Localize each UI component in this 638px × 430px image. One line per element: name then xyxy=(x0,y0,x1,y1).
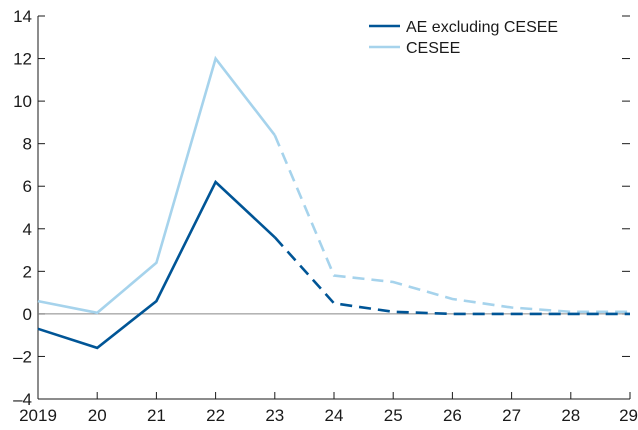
y-tick-label: 6 xyxy=(23,177,32,196)
y-tick-label: 12 xyxy=(13,50,32,69)
x-tick-label: 21 xyxy=(147,406,166,425)
legend: AE excluding CESEE CESEE xyxy=(369,19,558,57)
x-tick-label: 22 xyxy=(206,406,225,425)
x-tick-label: 26 xyxy=(443,406,462,425)
x-tick-label: 2019 xyxy=(19,406,57,425)
x-tick-label: 27 xyxy=(502,406,521,425)
y-tick-label: 0 xyxy=(23,305,32,324)
y-tick-label: 2 xyxy=(23,262,32,281)
series-lines xyxy=(37,55,630,350)
x-tick-label: 25 xyxy=(384,406,403,425)
legend-label: CESEE xyxy=(406,40,460,57)
series-line-ae-excluding-cesee xyxy=(37,179,276,350)
y-tick-label: –4 xyxy=(13,390,32,409)
x-tick-label: 23 xyxy=(265,406,284,425)
y-tick-label: 4 xyxy=(23,220,32,239)
y-tick-label: 8 xyxy=(23,135,32,154)
series-line-cesee xyxy=(37,55,276,315)
x-tick-label: 20 xyxy=(88,406,107,425)
y-tick-label: –2 xyxy=(13,347,32,366)
legend-label: AE excluding CESEE xyxy=(406,19,558,36)
x-tick-label: 29 xyxy=(619,406,638,425)
x-tick-label: 24 xyxy=(325,406,344,425)
y-tick-label: 10 xyxy=(13,92,32,111)
y-tick-label: 14 xyxy=(13,7,32,26)
series-projection-ae-excluding-cesee xyxy=(273,236,630,316)
series-projection-cesee xyxy=(273,134,630,314)
x-tick-label: 28 xyxy=(561,406,580,425)
